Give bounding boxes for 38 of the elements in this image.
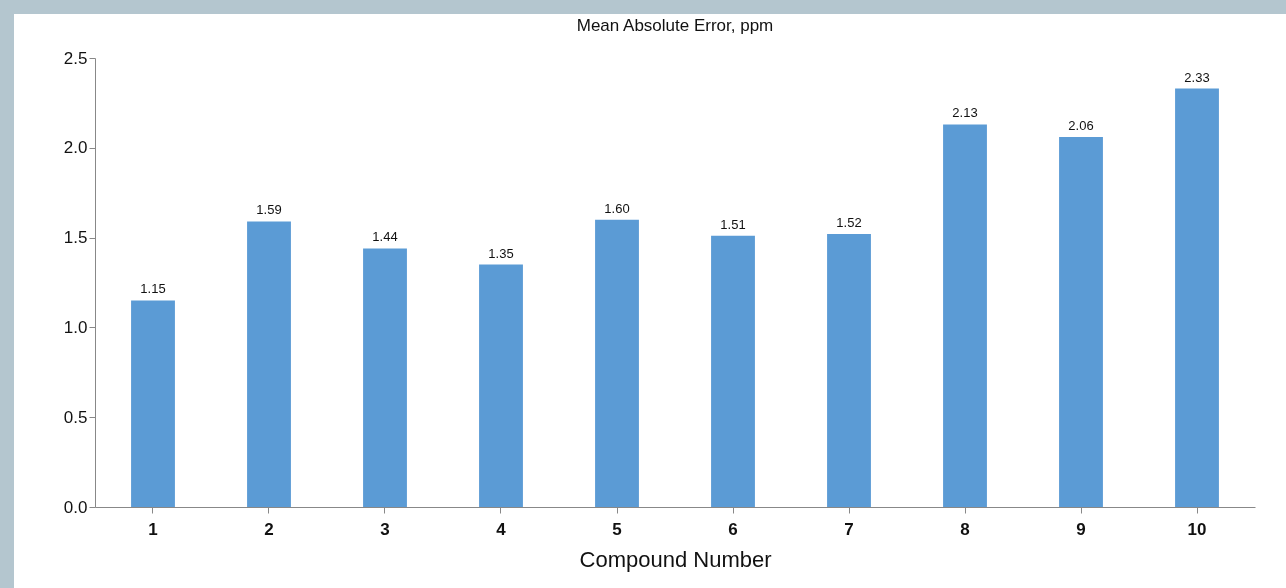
bar [711,235,755,507]
bar [131,300,175,507]
x-tick-label: 9 [1076,519,1086,539]
bar [1059,137,1103,507]
data-label: 1.35 [488,245,514,261]
bar [363,248,407,507]
data-label: 1.52 [836,215,862,231]
x-tick-label: 3 [380,519,390,539]
x-tick-label: 5 [612,519,622,539]
data-label: 1.60 [604,200,630,216]
data-label: 1.51 [720,216,746,232]
bar [595,219,639,507]
data-label: 1.59 [256,202,282,218]
data-label: 2.06 [1068,118,1094,134]
x-axis-title: Compound Number [579,546,772,572]
x-tick-label: 10 [1187,519,1207,539]
y-tick-label: 0.0 [63,497,88,517]
x-tick-label: 4 [496,519,507,539]
bar [247,221,291,507]
x-tick-label: 2 [264,519,274,539]
chart-title: Mean Absolute Error, ppm [576,16,774,35]
bar [943,124,987,507]
y-tick-label: 1.0 [63,317,88,337]
y-tick-label: 2.0 [63,138,88,158]
x-tick-label: 1 [148,519,158,539]
x-tick-label: 7 [844,519,854,539]
data-label: 1.44 [372,229,398,245]
x-tick-label: 6 [728,519,738,539]
y-tick-label: 2.5 [63,48,88,68]
bar [827,234,871,507]
bar [1175,88,1219,507]
y-tick-label: 1.5 [63,228,88,248]
data-label: 2.33 [1184,69,1210,85]
bar [479,264,523,507]
y-tick-label: 0.5 [63,407,88,427]
data-label: 1.15 [140,281,166,297]
data-label: 2.13 [952,105,978,121]
x-tick-label: 8 [960,519,970,539]
